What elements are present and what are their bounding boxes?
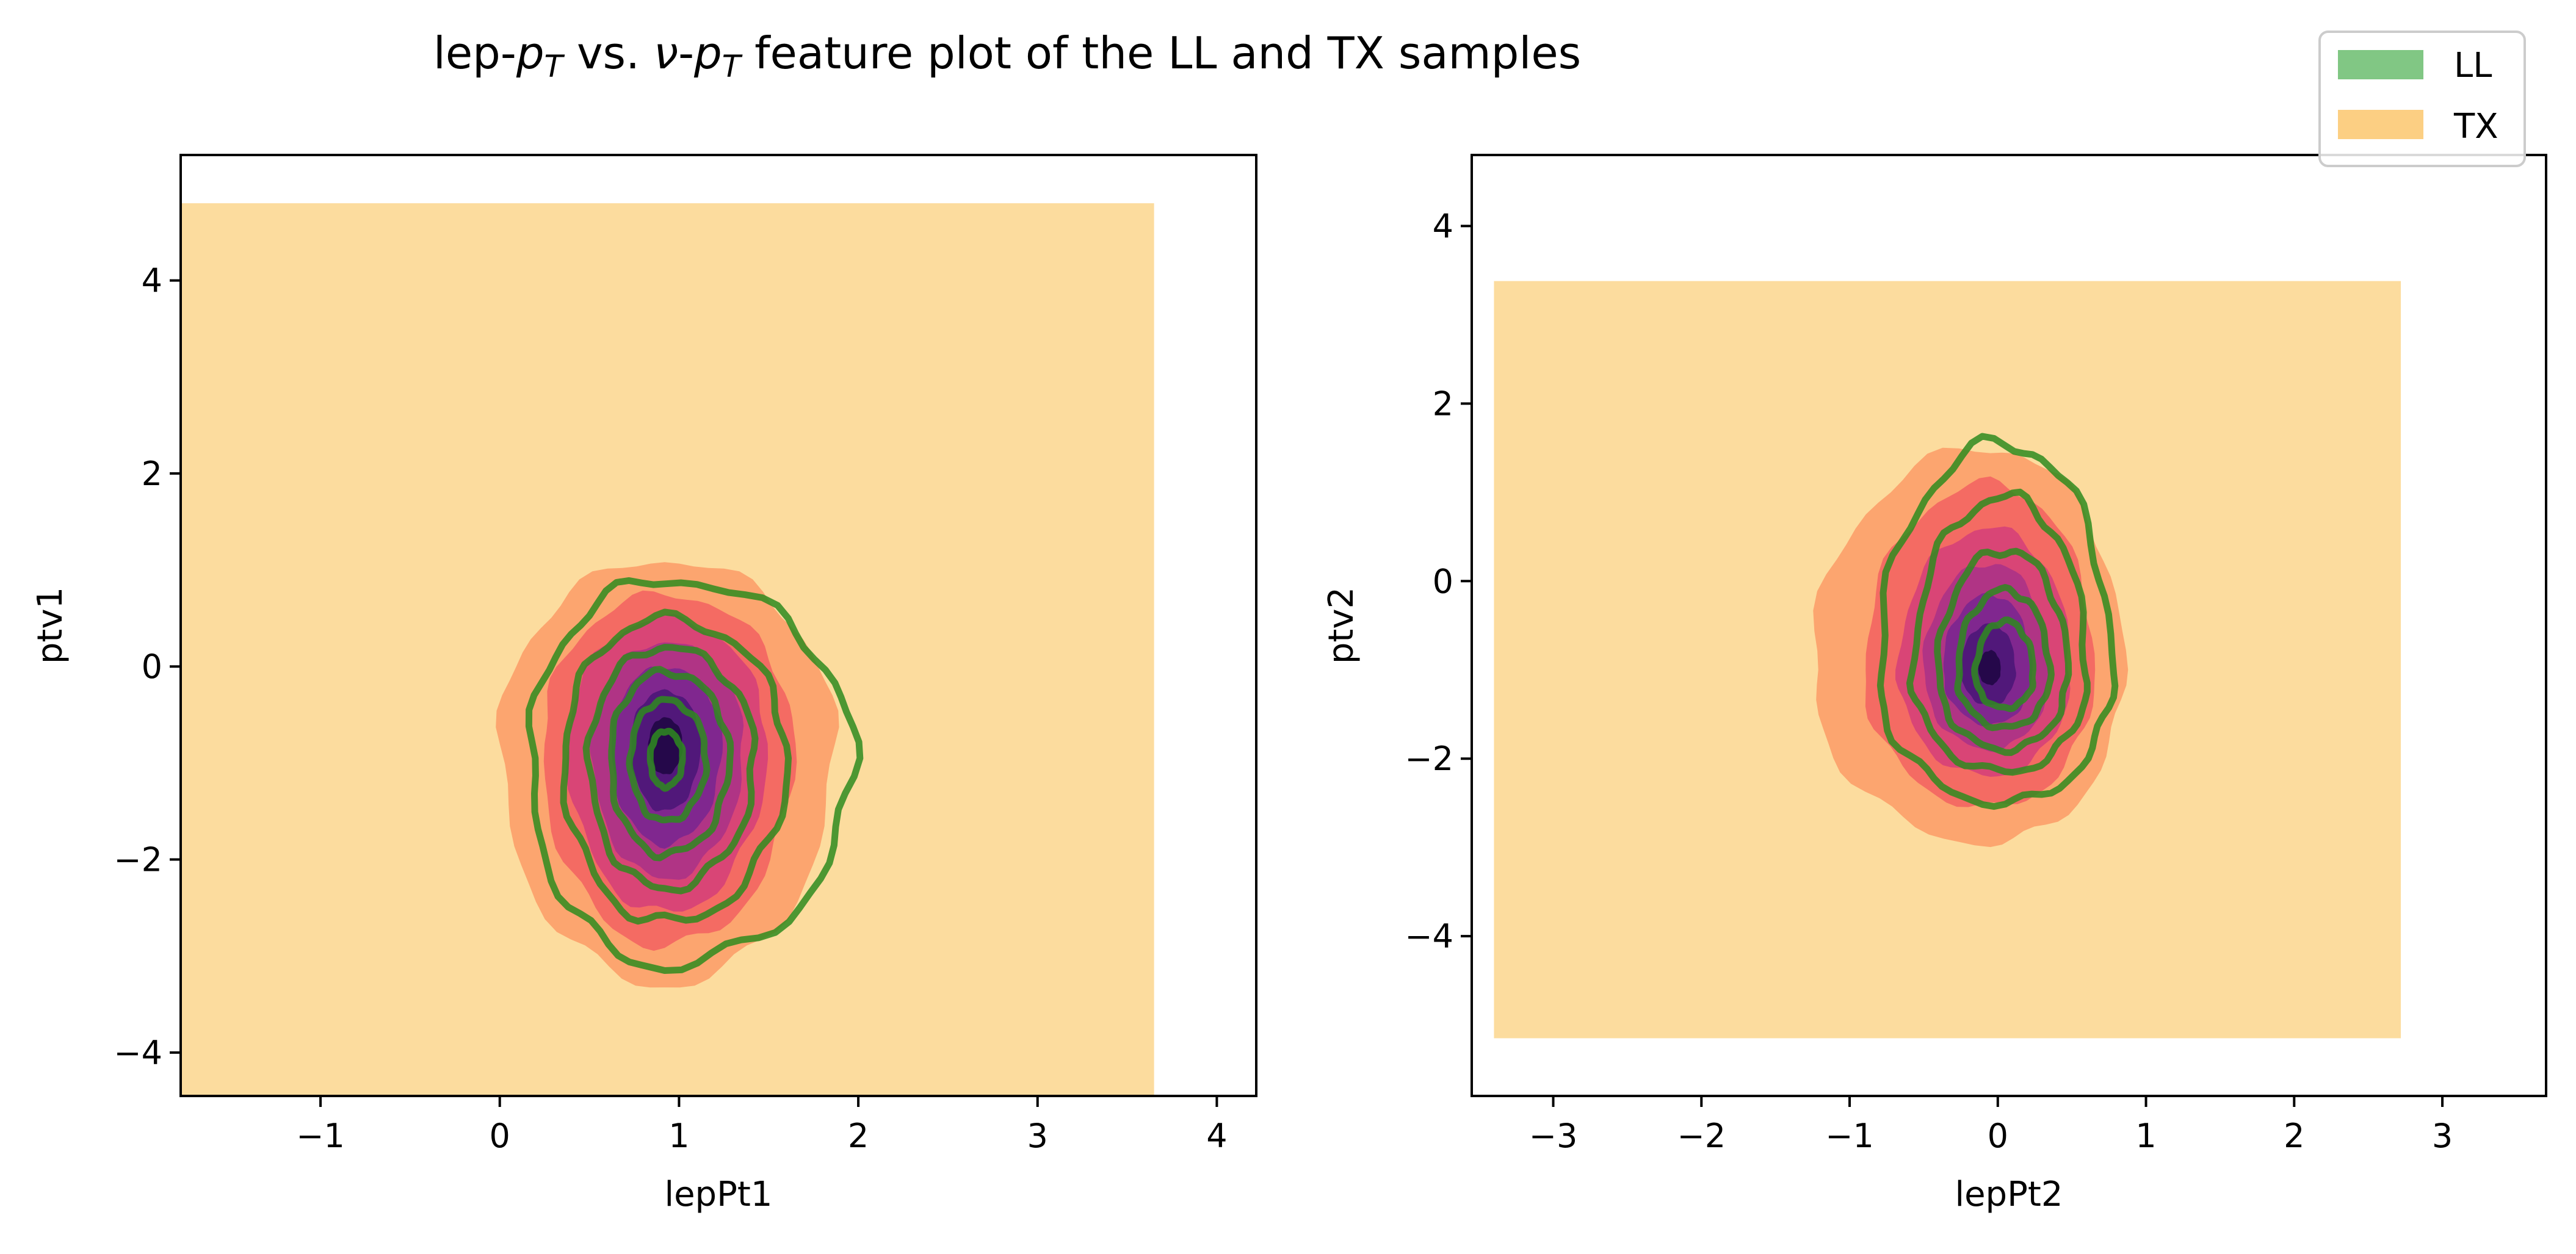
tx-density-level-7 xyxy=(1978,650,2001,685)
x-tick-label: 0 xyxy=(490,1117,510,1155)
ll-contour-level-5 xyxy=(626,696,711,824)
y-tick-label: 0 xyxy=(1433,562,1453,600)
x-axis-label: lepPt2 xyxy=(1955,1175,2063,1214)
legend-swatch-tx xyxy=(2338,110,2423,139)
figure-title: lep-pT vs. ν-pT feature plot of the LL a… xyxy=(433,27,1581,84)
y-tick-label: 2 xyxy=(1433,384,1453,423)
plot-area xyxy=(181,203,1154,1096)
title-part-7: T xyxy=(722,49,743,84)
title-part-1: p xyxy=(516,27,545,79)
x-tick-label: 1 xyxy=(668,1117,689,1155)
legend-label-ll: LL xyxy=(2454,46,2492,85)
ll-contour-level-2 xyxy=(1906,488,2091,776)
axes-frame xyxy=(1471,154,2547,1097)
ll-contour-level-2 xyxy=(560,608,792,925)
x-tick-label: 1 xyxy=(2135,1117,2156,1155)
x-tick-label: 0 xyxy=(1988,1117,2008,1155)
y-tick-label: −2 xyxy=(1405,740,1453,778)
x-tick-label: 2 xyxy=(848,1117,869,1155)
x-tick-label: 4 xyxy=(1206,1117,1227,1155)
ll-contour-level-1 xyxy=(1876,433,2119,810)
ll-contour-level-3 xyxy=(582,644,759,895)
x-axis-label: lepPt1 xyxy=(665,1175,773,1214)
ll-contour-level-3 xyxy=(1934,547,2072,756)
y-tick-label: 2 xyxy=(142,455,162,493)
ll-contour-level-5 xyxy=(1971,616,2036,712)
title-part-8: feature plot of the LL and TX samples xyxy=(740,27,1581,79)
title-part-6: p xyxy=(693,27,722,79)
y-tick-label: −2 xyxy=(114,841,162,879)
x-tick-label: −2 xyxy=(1677,1117,1726,1155)
ll-contour-level-1 xyxy=(525,577,864,974)
left-plot-panel: −1 0 1 2 3 4 −4 −2 0 2 4 lepPt1 ptv1 xyxy=(31,154,1257,1214)
legend-swatch-ll xyxy=(2338,50,2423,79)
ll-contour-level-4 xyxy=(1954,584,2055,732)
y-tick-label: 4 xyxy=(142,262,162,300)
x-tick-label: 3 xyxy=(2432,1117,2453,1155)
legend: LL TX xyxy=(2318,31,2526,167)
x-tick-label: 3 xyxy=(1027,1117,1048,1155)
axes-frame xyxy=(179,154,1257,1097)
title-part-0: lep- xyxy=(433,27,516,79)
title-part-4: ν xyxy=(654,27,678,79)
plot-area xyxy=(1494,281,2401,1039)
y-tick-label: 0 xyxy=(142,647,162,686)
ll-contour-level-6 xyxy=(646,727,686,792)
y-tick-label: −4 xyxy=(1405,917,1453,956)
title-part-5: - xyxy=(678,27,694,79)
right-plot-panel: −3 −2 −1 0 1 2 3 −4 −2 0 2 4 lepPt2 ptv2 xyxy=(1322,154,2547,1214)
x-tick-label: 2 xyxy=(2284,1117,2304,1155)
y-tick-label: 4 xyxy=(1433,207,1453,245)
x-tick-label: −1 xyxy=(296,1117,345,1155)
title-part-3: vs. xyxy=(563,27,654,79)
y-axis-label: ptv2 xyxy=(1322,587,1361,664)
ll-contour-level-4 xyxy=(608,666,734,862)
title-part-2: T xyxy=(545,49,565,84)
x-tick-label: −3 xyxy=(1529,1117,1578,1155)
x-tick-label: −1 xyxy=(1825,1117,1874,1155)
y-axis-label: ptv1 xyxy=(31,587,70,664)
legend-label-tx: TX xyxy=(2453,107,2498,146)
y-tick-label: −4 xyxy=(114,1034,162,1072)
